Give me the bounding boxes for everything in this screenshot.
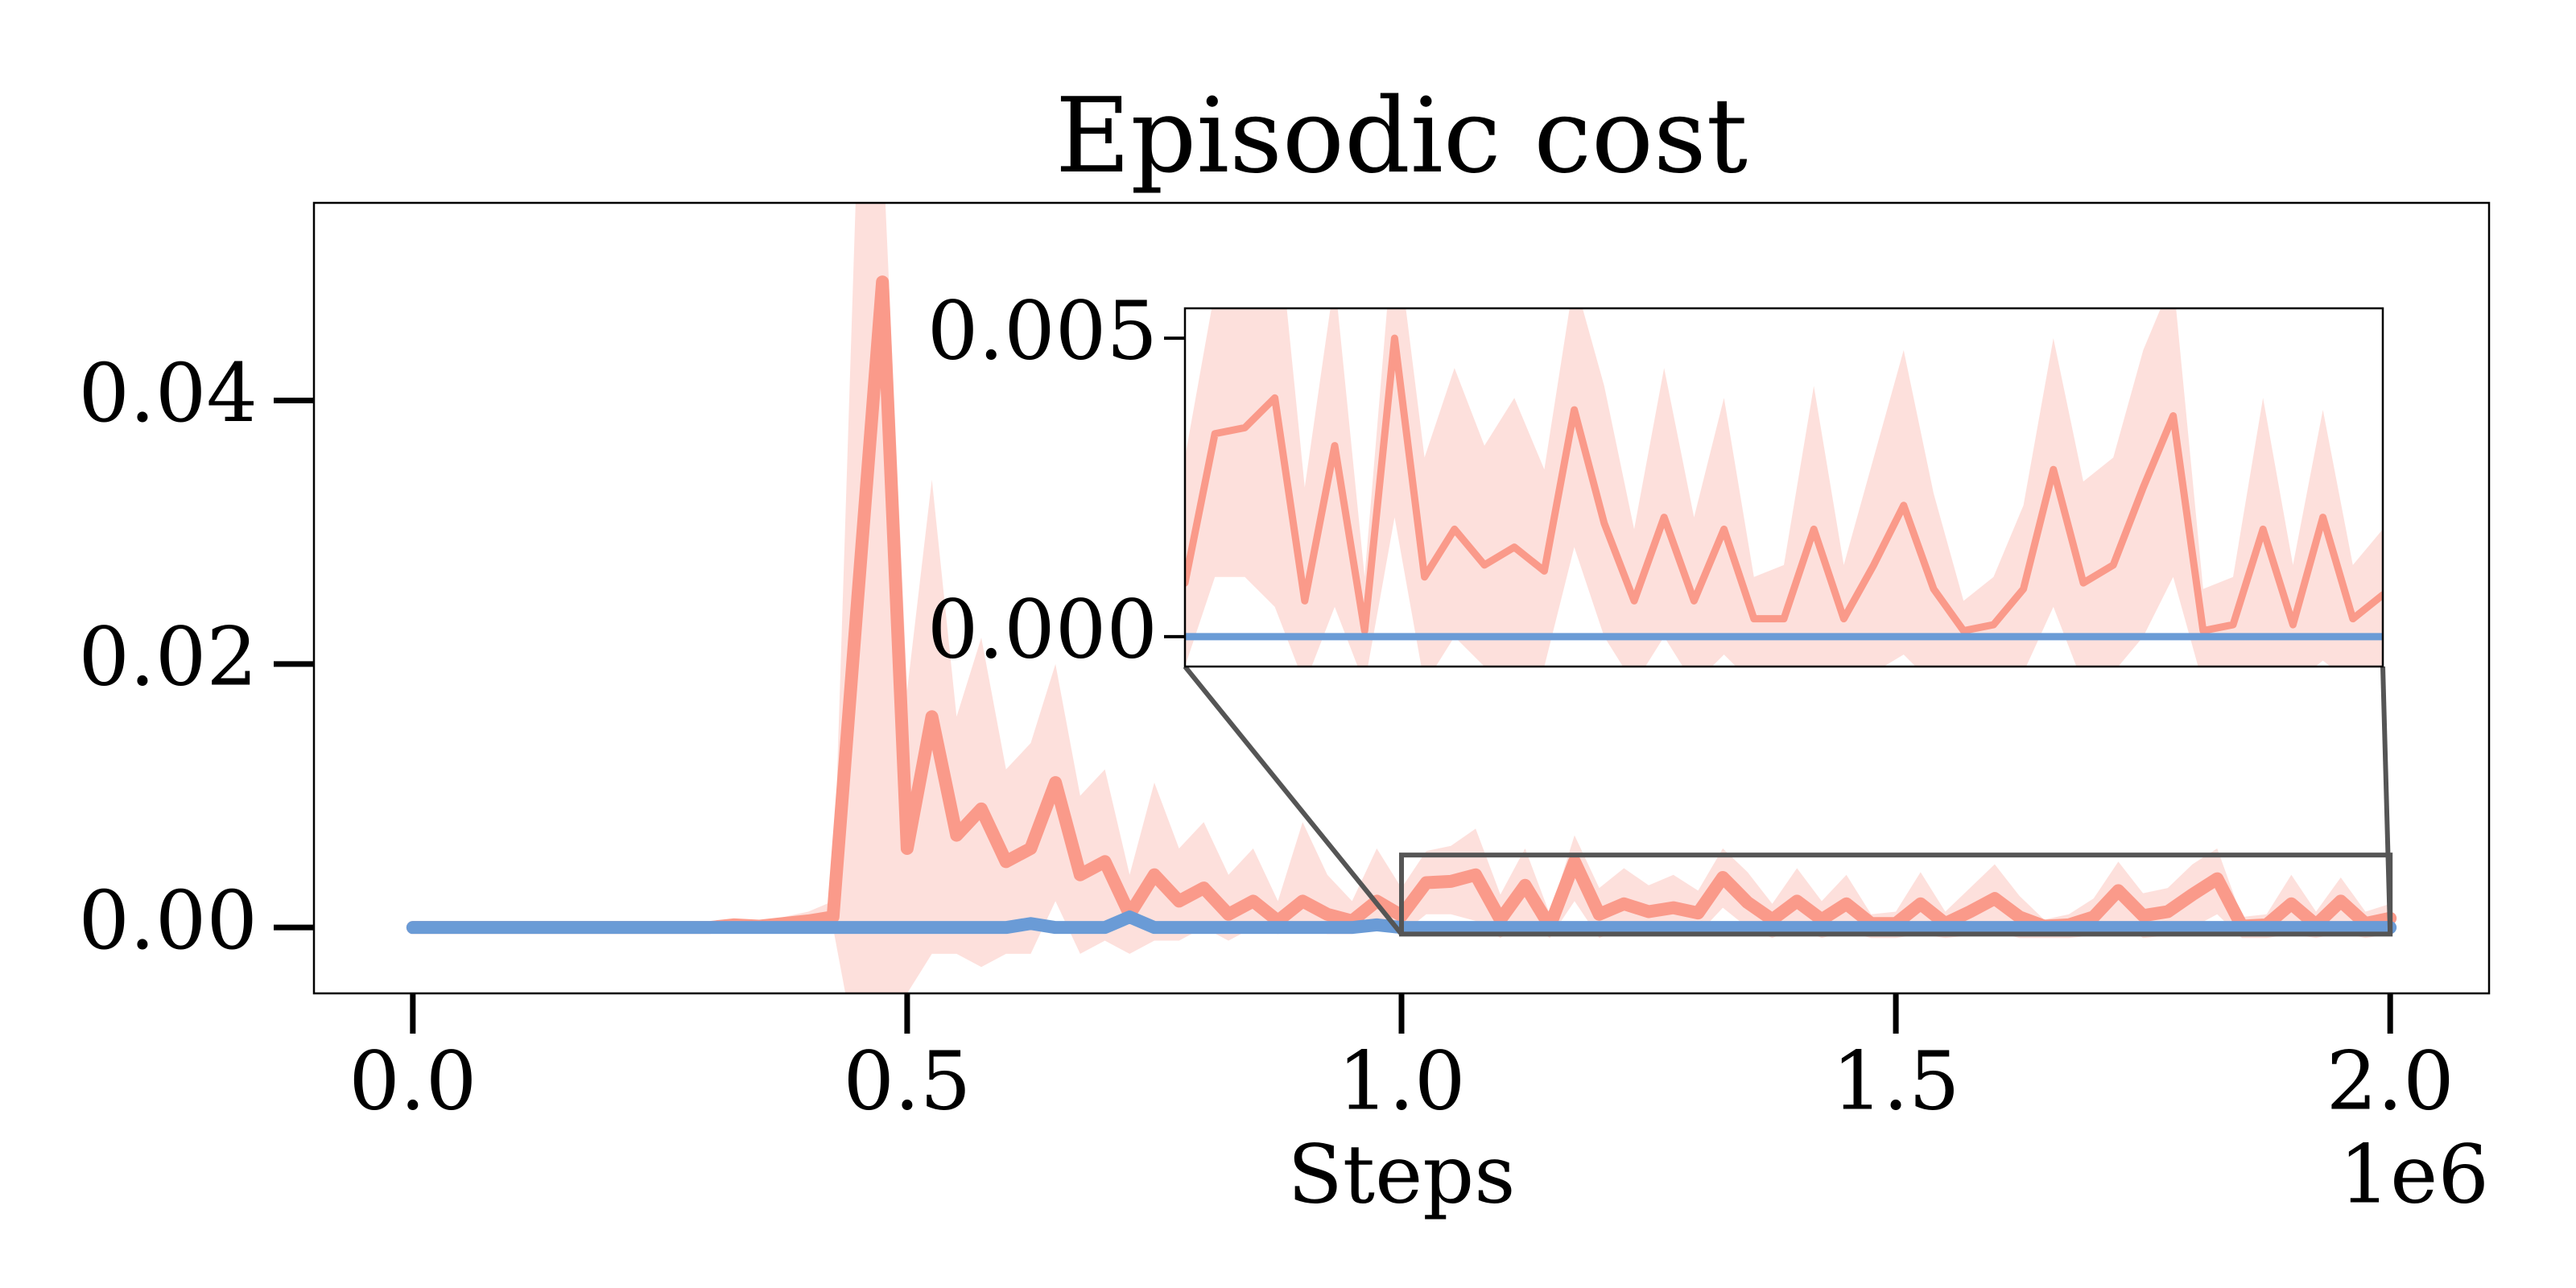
x-tick-label: 1.0 <box>1337 1034 1465 1129</box>
inset-y-tick-label: 0.000 <box>927 583 1158 677</box>
line <box>1185 633 2383 641</box>
y-tick-label: 0.02 <box>78 609 258 704</box>
connector <box>1183 665 1404 936</box>
x-tick-label: 1.5 <box>1832 1034 1960 1129</box>
inset-frame <box>1183 307 2384 668</box>
connector <box>2380 666 2393 935</box>
y-tick-label: 0.00 <box>78 873 258 968</box>
x-tick-label: 2.0 <box>2326 1034 2454 1129</box>
line <box>1185 334 2383 634</box>
x-axis-label: Steps <box>1287 1128 1515 1222</box>
x-tick-label: 0.0 <box>349 1034 477 1129</box>
inset-y-tick-label: 0.005 <box>927 284 1158 378</box>
y-tick-label: 0.04 <box>78 346 258 440</box>
inset-plot <box>1185 308 2383 667</box>
chart-title: Episodic cost <box>1055 76 1748 196</box>
x-tick-label: 0.5 <box>843 1034 971 1129</box>
x-offset-label: 1e6 <box>2339 1128 2489 1222</box>
